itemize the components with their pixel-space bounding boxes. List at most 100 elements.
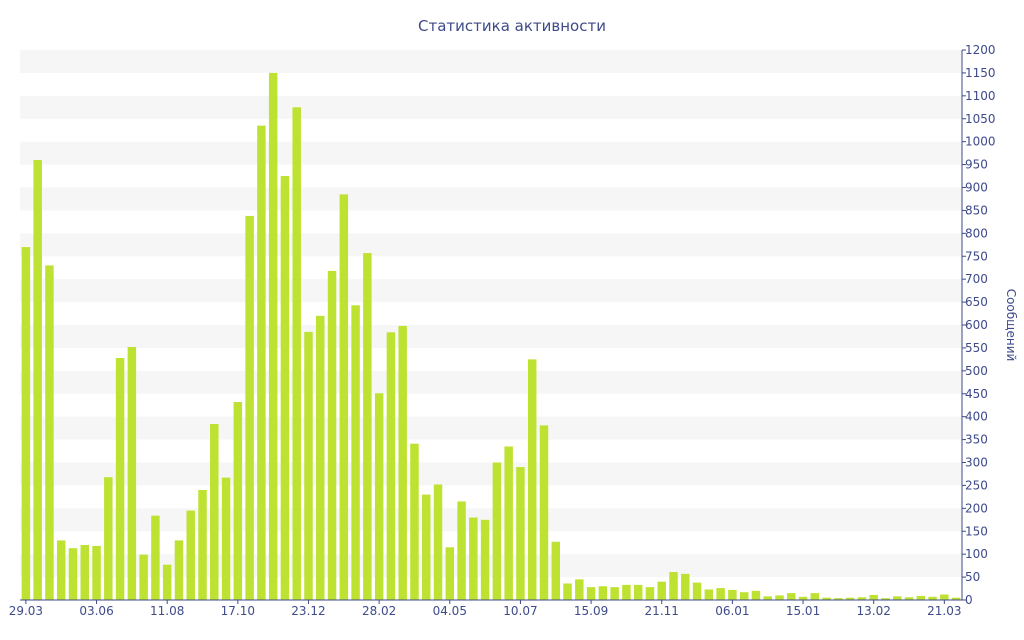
y-axis: 0 50 100 150 200 250 300 350 400 450 500 550 600 650 7… bbox=[961, 43, 996, 607]
x-tick-label: 10.07 bbox=[503, 604, 537, 618]
y-tick-label: 700 bbox=[965, 272, 988, 286]
bar bbox=[351, 305, 360, 600]
y-tick-label: 350 bbox=[965, 433, 988, 447]
grid-band bbox=[20, 416, 962, 440]
y-tick-label: 600 bbox=[965, 318, 988, 332]
y-tick-label: 950 bbox=[965, 158, 988, 172]
bar bbox=[704, 589, 714, 600]
bar bbox=[716, 588, 725, 600]
bar bbox=[492, 462, 502, 600]
bar bbox=[139, 554, 148, 600]
y-tick-label: 0 bbox=[965, 593, 973, 607]
x-tick-label: 29.03 bbox=[9, 604, 43, 618]
bar bbox=[763, 596, 772, 600]
grid-band bbox=[20, 141, 962, 165]
bar bbox=[445, 547, 455, 600]
bar bbox=[940, 594, 949, 600]
x-tick-label: 13.02 bbox=[857, 604, 891, 618]
bar bbox=[398, 325, 407, 600]
grid-band bbox=[20, 370, 962, 394]
bar bbox=[516, 467, 525, 600]
bar bbox=[127, 347, 137, 600]
grid-band bbox=[20, 508, 962, 532]
bar bbox=[316, 315, 325, 600]
x-tick-label: 06.01 bbox=[715, 604, 749, 618]
bar bbox=[386, 332, 396, 600]
x-tick-label: 23.12 bbox=[291, 604, 325, 618]
bar bbox=[339, 194, 349, 600]
bar bbox=[21, 247, 31, 601]
bar bbox=[857, 597, 867, 600]
bar bbox=[480, 519, 490, 600]
bar bbox=[457, 501, 466, 600]
bar bbox=[221, 477, 231, 600]
x-tick-label: 11.08 bbox=[150, 604, 184, 618]
y-tick-label: 1150 bbox=[965, 66, 996, 80]
bar bbox=[575, 579, 584, 600]
y-tick-label: 850 bbox=[965, 203, 988, 217]
bar bbox=[104, 477, 113, 600]
bar bbox=[527, 359, 537, 600]
grid-band bbox=[20, 279, 962, 303]
bar bbox=[56, 540, 66, 600]
bar bbox=[622, 584, 631, 600]
bar bbox=[810, 593, 820, 600]
bar bbox=[433, 484, 443, 600]
y-tick-label: 400 bbox=[965, 410, 988, 424]
bar bbox=[363, 253, 372, 600]
y-tick-label: 900 bbox=[965, 181, 988, 195]
grid-bands bbox=[20, 50, 962, 578]
bar bbox=[374, 393, 384, 600]
y-tick-label: 100 bbox=[965, 547, 988, 561]
y-tick-label: 1100 bbox=[965, 89, 996, 103]
bar bbox=[292, 107, 301, 601]
bar bbox=[68, 548, 78, 600]
bar bbox=[881, 598, 890, 600]
bar bbox=[280, 176, 290, 600]
bar bbox=[916, 595, 926, 600]
bar bbox=[151, 515, 160, 600]
x-tick-label: 21.11 bbox=[645, 604, 679, 618]
bar bbox=[304, 331, 313, 600]
x-tick-label: 17.10 bbox=[221, 604, 255, 618]
grid-band bbox=[20, 325, 962, 348]
grid-band bbox=[20, 462, 962, 486]
bar bbox=[822, 597, 831, 600]
bar bbox=[80, 545, 90, 600]
bar bbox=[245, 215, 254, 600]
bar bbox=[869, 594, 878, 600]
bar bbox=[421, 494, 431, 600]
bar bbox=[728, 589, 737, 600]
y-tick-label: 1200 bbox=[965, 43, 996, 57]
bar bbox=[162, 564, 172, 600]
bar bbox=[951, 597, 961, 600]
bar bbox=[257, 125, 266, 600]
bar bbox=[198, 490, 207, 600]
bar bbox=[504, 446, 513, 600]
bar bbox=[633, 584, 643, 600]
bar bbox=[787, 593, 796, 600]
bar bbox=[551, 541, 561, 600]
bar bbox=[327, 270, 337, 600]
bar bbox=[539, 425, 549, 600]
bar bbox=[210, 424, 219, 600]
y-tick-label: 800 bbox=[965, 226, 988, 240]
bar bbox=[739, 592, 749, 600]
x-tick-label: 03.06 bbox=[79, 604, 113, 618]
x-tick-label: 21.03 bbox=[927, 604, 961, 618]
bar bbox=[410, 443, 419, 600]
bar bbox=[233, 402, 243, 600]
y-tick-label: 550 bbox=[965, 341, 988, 355]
bar bbox=[586, 587, 596, 600]
bar bbox=[186, 510, 195, 600]
y-tick-label: 200 bbox=[965, 501, 988, 515]
bar bbox=[845, 597, 855, 600]
bar bbox=[115, 358, 125, 600]
bar bbox=[751, 590, 761, 600]
y-tick-label: 450 bbox=[965, 387, 988, 401]
bar bbox=[692, 582, 702, 600]
y-axis-label: Сообщений bbox=[1004, 289, 1018, 362]
y-tick-label: 1000 bbox=[965, 135, 996, 149]
x-tick-label: 28.02 bbox=[362, 604, 396, 618]
